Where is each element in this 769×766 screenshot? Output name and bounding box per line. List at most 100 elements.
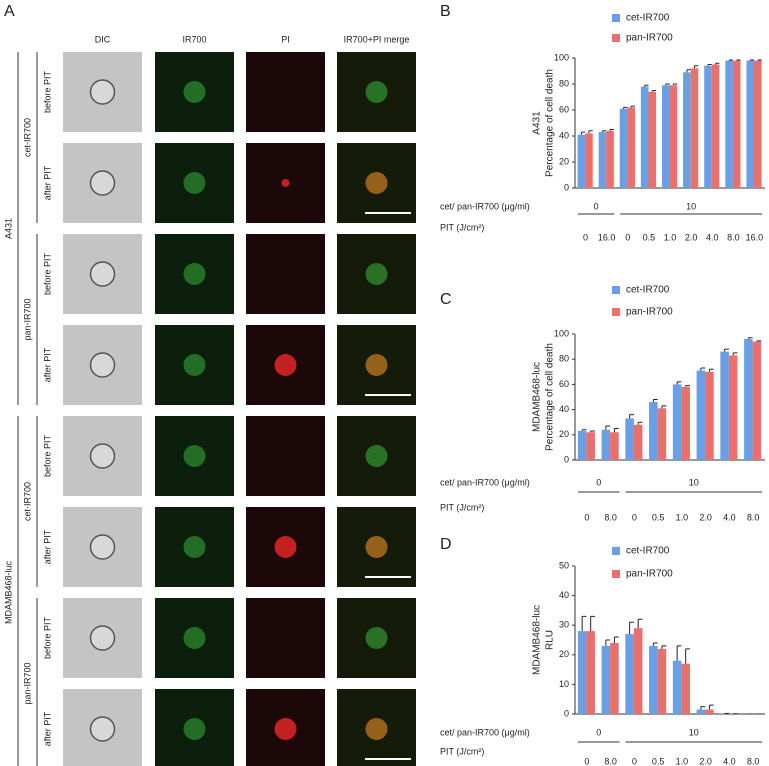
legend-label: pan-IR700 — [626, 569, 673, 580]
bar — [705, 371, 714, 460]
x-tick-label: 0.5 — [652, 512, 665, 522]
micrograph — [246, 416, 325, 496]
x-tick-label: 16.0 — [746, 232, 764, 242]
error-bar — [700, 367, 706, 371]
x-tick-label: 8.0 — [604, 756, 617, 766]
legend-swatch — [612, 286, 620, 294]
bar — [672, 660, 682, 714]
y-axis-label: RLU — [545, 630, 556, 650]
cell — [89, 534, 116, 560]
legend-label: cet-IR700 — [626, 285, 670, 296]
error-bar — [707, 64, 712, 66]
cell-signal — [183, 354, 206, 376]
x-tick-label: 2.0 — [699, 512, 712, 522]
error-bar — [652, 399, 658, 403]
error-bar — [747, 337, 753, 340]
cell-signal — [365, 81, 388, 103]
row-label: before PIT — [42, 70, 52, 113]
x-tick-label: 8.0 — [747, 512, 760, 522]
group-axis-label: cet/ pan-IR700 (μg/ml) — [440, 477, 530, 487]
cell-signal — [365, 354, 388, 376]
error-bar — [613, 636, 619, 643]
bar — [752, 341, 762, 460]
legend-swatch — [612, 308, 620, 316]
bar — [728, 355, 738, 460]
x-axis-label: PIT (J/cm²) — [440, 746, 484, 756]
error-bar — [661, 645, 667, 649]
bar — [681, 663, 690, 714]
error-bar — [665, 83, 670, 86]
bar — [648, 91, 657, 188]
x-tick-label: 4.0 — [723, 512, 736, 522]
cell — [89, 625, 116, 651]
panel-letter: D — [440, 536, 452, 553]
cell-signal — [281, 179, 290, 187]
legend-swatch — [612, 14, 620, 22]
x-tick-label: 0 — [584, 756, 589, 766]
bar — [704, 65, 712, 188]
group-label: 10 — [689, 727, 699, 737]
y-tick-label: 50 — [559, 560, 569, 570]
x-tick-label: 2.0 — [685, 232, 698, 242]
cell — [89, 170, 116, 196]
error-bar — [676, 645, 682, 661]
cell-signal — [365, 445, 388, 467]
error-bar — [652, 642, 658, 646]
error-bar — [708, 368, 714, 372]
x-tick-label: 1.0 — [676, 512, 689, 522]
error-bar — [644, 84, 649, 87]
error-bar — [581, 429, 587, 432]
row-label: after PIT — [42, 347, 52, 382]
row-label: before PIT — [42, 434, 52, 477]
x-tick-label: 0 — [584, 512, 589, 522]
bar — [649, 645, 658, 714]
bar — [586, 631, 595, 714]
y-tick-label: 40 — [559, 130, 569, 140]
error-bar — [581, 615, 587, 632]
error-bar — [685, 648, 690, 664]
y-axis-label: Percentage of cell death — [545, 343, 556, 451]
error-bar — [630, 105, 635, 108]
x-tick-label: 2.0 — [699, 756, 712, 766]
bar — [690, 68, 699, 188]
bar — [625, 418, 634, 460]
bar — [633, 628, 643, 714]
x-tick-label: 0.5 — [652, 756, 665, 766]
group-label: 10 — [689, 477, 699, 487]
y-axis-label: MDAMB468-luc — [532, 605, 543, 675]
row-label: before PIT — [42, 616, 52, 659]
bar — [683, 72, 691, 188]
error-bar — [629, 621, 634, 635]
row-label: before PIT — [42, 252, 52, 295]
bar — [586, 432, 595, 460]
x-tick-label: 8.0 — [604, 512, 617, 522]
bar — [725, 60, 733, 188]
error-bar — [736, 59, 741, 61]
cell-line-label: MDAMB468-luc — [3, 560, 13, 624]
row-label: after PIT — [42, 711, 52, 746]
bar — [705, 709, 714, 714]
error-bar — [590, 430, 595, 433]
group-label: cet-IR700 — [22, 118, 32, 157]
panel-letter: A — [4, 3, 15, 20]
column-header: DIC — [95, 34, 111, 44]
x-tick-label: 0 — [583, 232, 588, 242]
y-tick-label: 100 — [554, 328, 569, 338]
error-bar — [601, 130, 607, 133]
bar — [598, 132, 607, 188]
bar — [601, 429, 611, 460]
error-bar — [609, 129, 614, 131]
error-bar — [661, 405, 667, 409]
cell-signal — [365, 627, 388, 649]
x-tick-label: 8.0 — [727, 232, 740, 242]
cell-signal — [274, 718, 297, 740]
error-bar — [588, 130, 593, 134]
cell-signal — [365, 172, 388, 194]
error-bar — [637, 618, 643, 629]
cell-signal — [183, 536, 206, 558]
bar — [601, 645, 611, 714]
x-tick-label: 0 — [625, 232, 630, 242]
x-tick-label: 0 — [632, 756, 637, 766]
bar — [633, 424, 643, 460]
